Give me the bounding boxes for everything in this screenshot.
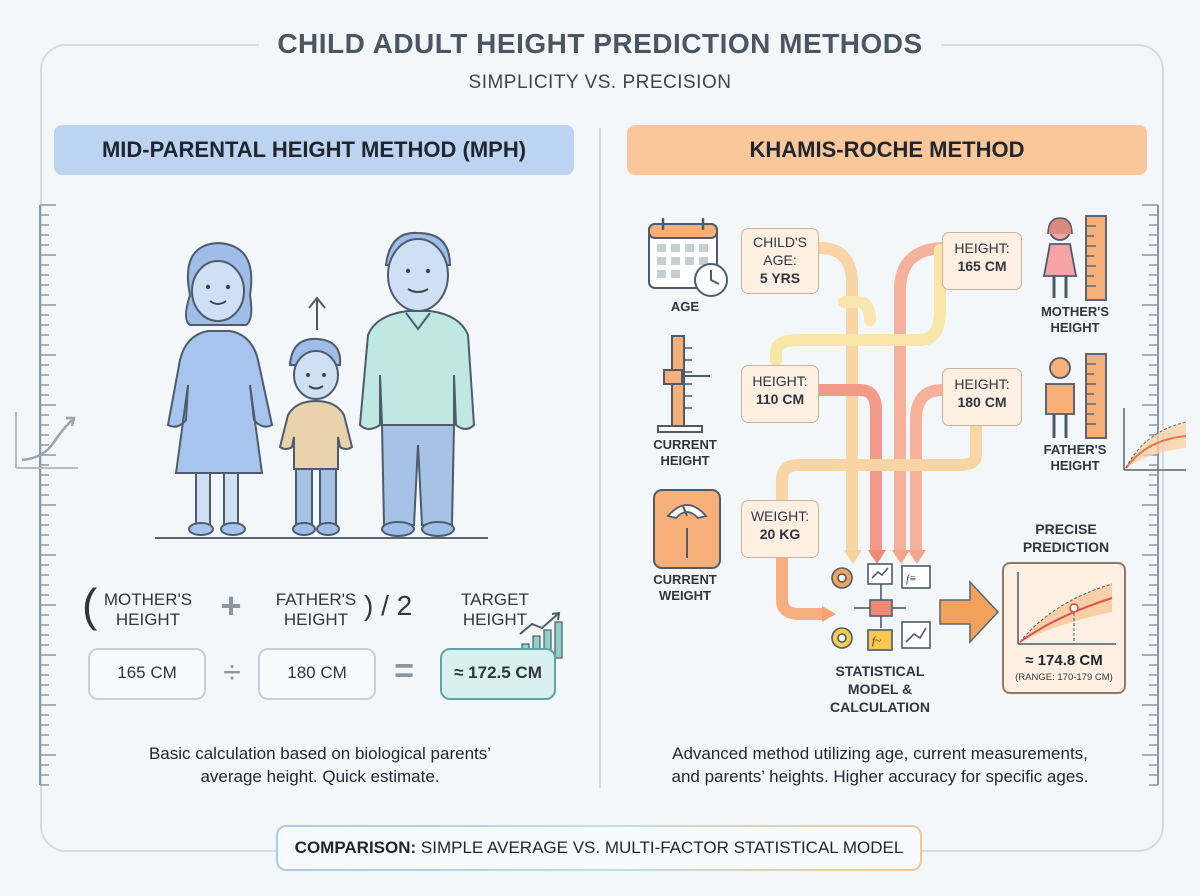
mother-ruler-icon — [1042, 215, 1107, 301]
father-figure — [358, 231, 476, 537]
formula-mother-label: MOTHER'S HEIGHT — [103, 590, 193, 629]
equals-sign: = — [394, 652, 414, 690]
father-height-box: 180 CM — [258, 648, 376, 700]
current-height-icon-label: CURRENT HEIGHT — [653, 437, 717, 468]
page-title: CHILD ADULT HEIGHT PREDICTION METHODS — [259, 28, 941, 60]
growth-chart-icon — [15, 412, 78, 469]
flow-arrows — [770, 242, 1000, 644]
prediction-curve-icon — [1017, 572, 1116, 645]
kr-result-value: ≈ 174.8 CM — [1025, 652, 1103, 669]
formula-target-label: TARGET HEIGHT — [461, 590, 529, 629]
father-height-label: FATHER'S HEIGHT — [1043, 442, 1107, 473]
kr-description: Advanced method utilizing age, current m… — [671, 744, 1089, 786]
prediction-card: ≈ 174.8 CM (RANGE: 170-179 CM) — [1002, 562, 1126, 694]
comparison-footer: COMPARISON: SIMPLE AVERAGE VS. MULTI-FAC… — [276, 825, 922, 871]
formula-close-divide: ) / 2 — [364, 590, 413, 621]
father-height-card: HEIGHT: 180 CM — [942, 368, 1022, 426]
age-icon-label: AGE — [670, 299, 700, 314]
mother-height-card: HEIGHT: 165 CM — [942, 232, 1022, 290]
left-ruler-icon — [39, 204, 56, 786]
current-height-card: HEIGHT: 110 CM — [741, 365, 819, 423]
divide-sign: ÷ — [223, 654, 241, 690]
section-divider — [599, 128, 601, 788]
svg-text:f~: f~ — [872, 635, 881, 647]
current-weight-card: WEIGHT: 20 KG — [741, 500, 819, 558]
kr-result-range: (RANGE: 170-179 CM) — [1015, 672, 1113, 683]
mother-height-box: 165 CM — [88, 648, 206, 700]
stadiometer-icon — [657, 335, 710, 433]
kr-section-heading: KHAMIS-ROCHE METHOD — [627, 125, 1147, 175]
formula-open-paren: ( — [82, 579, 98, 631]
family-illustration — [155, 231, 488, 539]
statistical-model-label: STATISTICAL MODEL & CALCULATION — [829, 663, 931, 715]
svg-text:f≡: f≡ — [906, 573, 916, 585]
calendar-icon — [648, 218, 728, 297]
mph-description: Basic calculation based on biological pa… — [148, 744, 492, 786]
formula-father-label: FATHER'S HEIGHT — [275, 590, 357, 629]
precise-prediction-label: PRECISE PREDICTION — [1022, 521, 1110, 555]
mph-section-heading: MID-PARENTAL HEIGHT METHOD (MPH) — [54, 125, 574, 175]
current-weight-icon-label: CURRENT WEIGHT — [653, 572, 717, 603]
page-subtitle: SIMPLICITY VS. PRECISION — [468, 72, 732, 93]
growth-curve-icon — [1123, 408, 1187, 471]
child-age-card: CHILD'S AGE: 5 YRS — [741, 228, 819, 294]
comparison-text: SIMPLE AVERAGE VS. MULTI-FACTOR STATISTI… — [416, 838, 904, 857]
statistical-model-icon: f≡ f~ — [831, 563, 931, 651]
scale-icon — [653, 489, 721, 569]
mph-result-box: ≈ 172.5 CM — [440, 648, 556, 700]
child-figure — [278, 337, 354, 536]
formula-plus: + — [220, 585, 242, 626]
mother-height-label: MOTHER'S HEIGHT — [1040, 304, 1110, 335]
father-ruler-icon — [1045, 353, 1107, 439]
comparison-label: COMPARISON: — [294, 838, 417, 857]
mother-figure — [166, 241, 274, 536]
